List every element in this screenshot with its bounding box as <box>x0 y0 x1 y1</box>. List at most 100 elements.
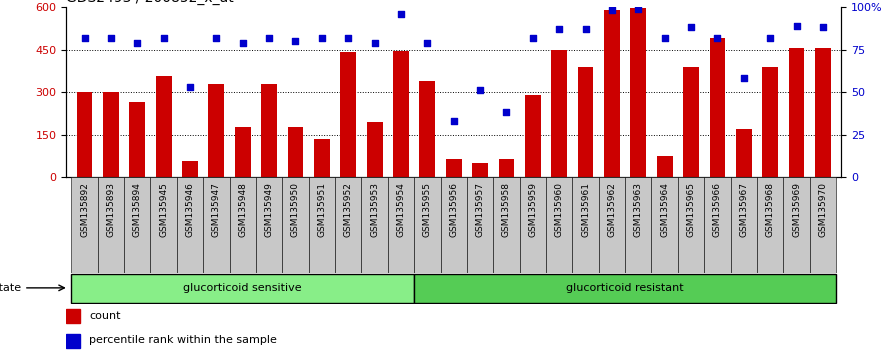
Point <box>526 35 540 40</box>
Bar <box>287 127 303 177</box>
Bar <box>446 159 462 177</box>
Bar <box>256 177 282 273</box>
Bar <box>209 84 225 177</box>
Bar <box>520 177 546 273</box>
Bar <box>261 84 277 177</box>
Bar <box>414 274 836 303</box>
Bar <box>757 177 783 273</box>
Point <box>579 26 593 32</box>
Text: GSM135955: GSM135955 <box>423 182 432 237</box>
Bar <box>493 177 520 273</box>
Text: GSM135965: GSM135965 <box>686 182 695 237</box>
Bar <box>788 48 804 177</box>
Point <box>104 35 118 40</box>
Point <box>816 25 830 30</box>
Text: GSM135962: GSM135962 <box>607 182 617 237</box>
Text: GSM135957: GSM135957 <box>476 182 485 237</box>
Text: GSM135952: GSM135952 <box>344 182 352 237</box>
Text: GSM135958: GSM135958 <box>502 182 511 237</box>
Bar <box>467 177 493 273</box>
Bar <box>414 177 440 273</box>
Bar <box>66 334 79 348</box>
Text: GSM135961: GSM135961 <box>581 182 590 237</box>
Point <box>236 40 250 46</box>
Bar <box>599 177 626 273</box>
Bar <box>282 177 308 273</box>
Bar <box>683 67 699 177</box>
Bar <box>546 177 573 273</box>
Bar <box>156 76 172 177</box>
Point <box>78 35 92 40</box>
Point <box>737 76 751 81</box>
Text: GSM135966: GSM135966 <box>713 182 722 237</box>
Text: glucorticoid resistant: glucorticoid resistant <box>566 283 684 293</box>
Bar <box>651 177 677 273</box>
Text: GSM135953: GSM135953 <box>370 182 379 237</box>
Text: GSM135960: GSM135960 <box>555 182 564 237</box>
Bar <box>604 10 620 177</box>
Text: GSM135969: GSM135969 <box>792 182 801 237</box>
Bar <box>130 102 145 177</box>
Text: GSM135948: GSM135948 <box>238 182 248 237</box>
Bar <box>525 95 541 177</box>
Bar <box>204 177 230 273</box>
Bar <box>783 177 810 273</box>
Text: GSM135967: GSM135967 <box>739 182 748 237</box>
Point <box>341 35 355 40</box>
Point <box>552 26 566 32</box>
Bar <box>499 159 515 177</box>
Text: GSM135968: GSM135968 <box>766 182 774 237</box>
Bar <box>730 177 757 273</box>
Text: GSM135946: GSM135946 <box>186 182 195 237</box>
Bar <box>709 38 725 177</box>
Bar <box>98 177 124 273</box>
Bar <box>77 92 93 177</box>
Point <box>183 84 197 90</box>
Text: GSM135959: GSM135959 <box>529 182 537 237</box>
Bar <box>578 67 594 177</box>
Text: GSM135893: GSM135893 <box>107 182 115 237</box>
Point <box>447 118 461 124</box>
Bar <box>308 177 335 273</box>
Text: GDS2493 / 200852_x_at: GDS2493 / 200852_x_at <box>66 0 233 5</box>
Bar <box>71 274 414 303</box>
Text: percentile rank within the sample: percentile rank within the sample <box>89 335 278 346</box>
Text: GSM135954: GSM135954 <box>396 182 405 237</box>
Bar <box>552 50 567 177</box>
Bar <box>335 177 361 273</box>
Bar <box>151 177 177 273</box>
Bar <box>388 177 414 273</box>
Point <box>710 35 724 40</box>
Text: GSM135951: GSM135951 <box>317 182 326 237</box>
Point <box>657 35 671 40</box>
Text: GSM135963: GSM135963 <box>633 182 643 237</box>
Bar <box>704 177 730 273</box>
Point <box>288 38 302 44</box>
Point <box>210 35 224 40</box>
Point <box>315 35 329 40</box>
Bar <box>182 161 198 177</box>
Bar <box>340 52 356 177</box>
Bar <box>393 51 409 177</box>
Point <box>262 35 276 40</box>
Bar <box>631 8 647 177</box>
Point <box>789 23 803 29</box>
Text: GSM135956: GSM135956 <box>449 182 458 237</box>
Bar <box>815 48 831 177</box>
Text: GSM135947: GSM135947 <box>212 182 221 237</box>
Bar <box>124 177 151 273</box>
Text: GSM135950: GSM135950 <box>291 182 300 237</box>
Bar <box>736 129 751 177</box>
Text: GSM135894: GSM135894 <box>133 182 142 237</box>
Bar <box>71 177 98 273</box>
Point <box>367 40 381 46</box>
Text: GSM135964: GSM135964 <box>660 182 670 237</box>
Point <box>684 25 698 30</box>
Bar <box>762 67 778 177</box>
Bar <box>177 177 204 273</box>
Point <box>473 87 487 93</box>
Bar <box>366 122 382 177</box>
Text: count: count <box>89 311 121 321</box>
Bar <box>230 177 256 273</box>
Bar <box>472 163 488 177</box>
